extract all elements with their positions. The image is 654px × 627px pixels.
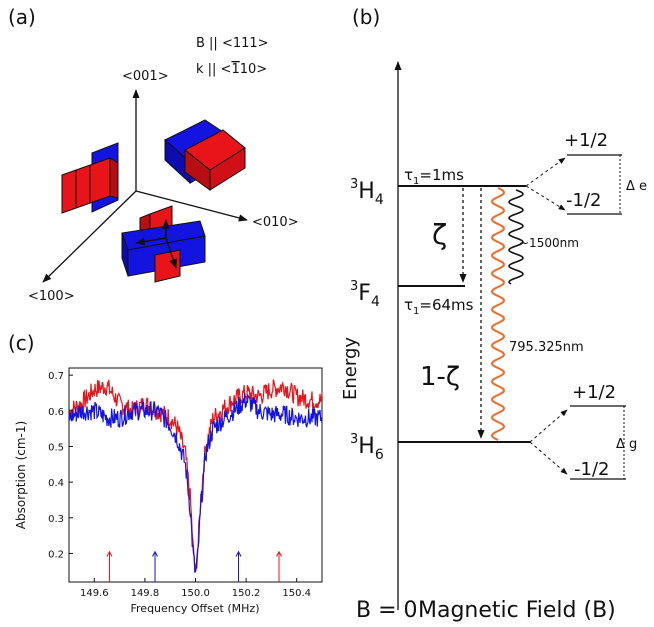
x-tick-label: 150.0 [181,588,210,599]
axis-100-label: <100> [28,289,75,304]
y-axis-label: Absorption (cm-1) [14,421,28,529]
axis-001-label: <001> [122,69,169,84]
wavelength-1500-label: ~1500nm [519,236,579,250]
transition-marker-head-3 [235,550,242,557]
level-h6-label: 3H6 [350,432,384,463]
magnetic-field-label: Magnetic Field (B) [418,598,616,623]
zeta-label: ζ [432,218,447,251]
tau-h4-label: τ1=1ms [404,166,464,187]
split-e-up-arrow [525,157,566,187]
field-b-label: B || <111> [196,36,269,51]
panel-b-label: (b) [352,5,380,29]
b-zero-label: B = 0 [356,598,418,623]
emission-1500nm-wave [508,189,524,285]
crystal-site-bottom [121,205,206,283]
emission-795nm-wave [491,187,505,441]
delta-e-label: Δ e [626,179,647,194]
x-tick-label: 150.2 [232,588,261,599]
y-tick-label: 0.3 [48,514,64,525]
split-e-plus-label: +1/2 [564,130,608,151]
panel-a-label: (a) [8,5,36,29]
transition-marker-head-1 [106,550,113,557]
energy-axis-label: Energy [340,337,361,400]
wavelength-795-label: 795.325nm [509,340,584,355]
field-k-label: k || <110> [196,62,267,77]
crystal-site-top [164,119,246,191]
panel-c: (c) 149.6 149.8 150.0 150.2 150.4 0.20.30.40… [8,331,323,615]
y-tick-label: 0.4 [48,478,64,489]
plot-area [68,379,323,582]
panel-b: (b) Energy B = 0 Magnetic Field (B) 3H4 … [340,5,647,623]
x-tick-label: 149.8 [131,588,160,599]
y-ticks: 0.2 0.3 0.4 0.5 0.6 0.7 [48,371,73,560]
split-g-up-arrow [529,409,568,443]
spectrum-series-2 [68,392,323,573]
level-f4-label: 3F4 [350,279,380,310]
panel-c-label: (c) [8,331,35,355]
y-tick-label: 0.7 [48,371,64,382]
axis-100-arrow [42,190,137,283]
transition-marker-head-2 [152,550,158,557]
transition-marker-head-4 [276,550,282,557]
crystal-site-left [61,142,119,214]
level-h4-label: 3H4 [350,177,384,208]
axis-010-label: <010> [252,215,299,230]
one-minus-zeta-label: 1-ζ [420,362,460,392]
x-ticks: 149.6 149.8 150.0 150.2 150.4 [80,578,311,599]
y-tick-label: 0.5 [48,442,64,453]
delta-g-label: Δ g [616,437,637,452]
x-axis-label: Frequency Offset (MHz) [131,602,260,615]
split-g-plus-label: +1/2 [572,382,616,403]
x-tick-label: 149.6 [80,588,109,599]
split-e-minus-label: -1/2 [566,190,601,211]
split-g-down-arrow [529,441,568,475]
split-g-minus-label: -1/2 [574,459,609,480]
y-tick-label: 0.6 [48,407,64,418]
x-tick-label: 150.4 [282,588,311,599]
panel-a: (a) B || <111> k || <110> <001> <010> <1… [8,5,299,304]
split-e-down-arrow [525,185,566,211]
plot-frame [68,367,323,583]
axis-010-arrow [135,190,248,222]
y-tick-label: 0.2 [48,549,64,560]
spectrum-series-1 [68,379,323,571]
tau-f4-label: τ1=64ms [404,296,474,317]
